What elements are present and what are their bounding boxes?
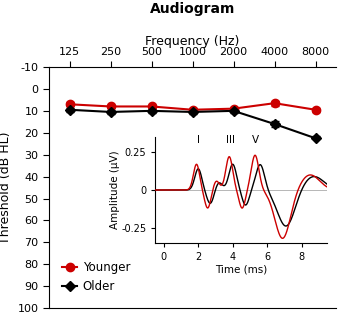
Title: Audiogram: Audiogram [150,2,235,16]
Y-axis label: Threshold (dB HL): Threshold (dB HL) [0,131,12,244]
X-axis label: Frequency (Hz): Frequency (Hz) [145,35,240,48]
Legend: Younger, Older: Younger, Older [58,256,135,297]
